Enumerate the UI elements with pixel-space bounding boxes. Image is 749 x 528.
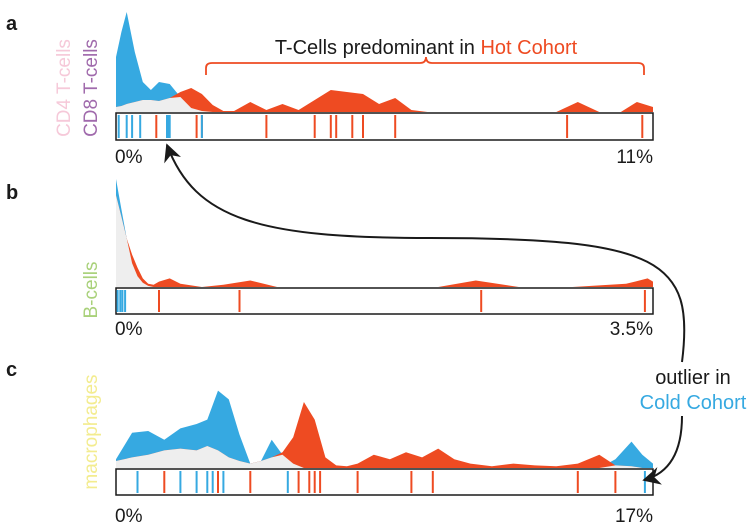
panel-a-label: a [6, 13, 18, 35]
panel-a-ylabel-cd8: CD8 T-cells [81, 39, 102, 137]
panel-a: a CD4 T-cells CD8 T-cells 0% 11% T-Cells… [6, 12, 654, 168]
panel-a-overlap-density [116, 97, 653, 112]
panel-c-overlap-density [116, 446, 653, 468]
annotation-hot-cohort: Hot Cohort [480, 37, 577, 59]
panel-c-xmin-label: 0% [115, 506, 143, 527]
panel-a-xmax-label: 11% [616, 147, 653, 168]
hot-cohort-annotation: T-Cells predominant in Hot Cohort [275, 37, 578, 59]
panel-a-plot [115, 12, 654, 141]
outlier-arrow-to-panel-a [164, 143, 686, 363]
panel-b-xmax-label: 3.5% [610, 319, 653, 340]
panel-a-rug-box [115, 112, 654, 141]
panel-b-rug-box [115, 287, 654, 315]
panel-c: c macrophages 0% 17% outlier in Cold Coh… [6, 359, 747, 527]
panel-b-xmin-label: 0% [115, 319, 143, 340]
panel-b-ylabel-bcells: B-cells [81, 261, 102, 318]
panel-a-ylabel-cd4: CD4 T-cells [54, 39, 75, 137]
outlier-arrow-to-panel-c [642, 415, 683, 485]
panel-b-plot [115, 179, 654, 315]
panel-c-ylabel-macrophages: macrophages [81, 374, 102, 489]
panel-c-xmax-label: 17% [615, 506, 653, 527]
hot-cohort-bracket [205, 56, 645, 75]
outlier-callout-line1: outlier in [655, 367, 731, 389]
panel-c-label: c [6, 359, 17, 381]
outlier-callout-line2: Cold Cohort [640, 392, 747, 414]
panel-b: b B-cells 0% 3.5% [6, 179, 654, 340]
panel-a-hot-density [116, 88, 653, 112]
panel-b-label: b [6, 182, 18, 204]
panel-b-overlap-density [116, 195, 653, 287]
panel-b-hot-density [116, 195, 653, 287]
panel-b-cold-density [116, 179, 653, 287]
annotation-prefix: T-Cells predominant in [275, 37, 481, 59]
panel-a-xmin-label: 0% [115, 147, 143, 168]
panel-c-plot [115, 390, 654, 496]
